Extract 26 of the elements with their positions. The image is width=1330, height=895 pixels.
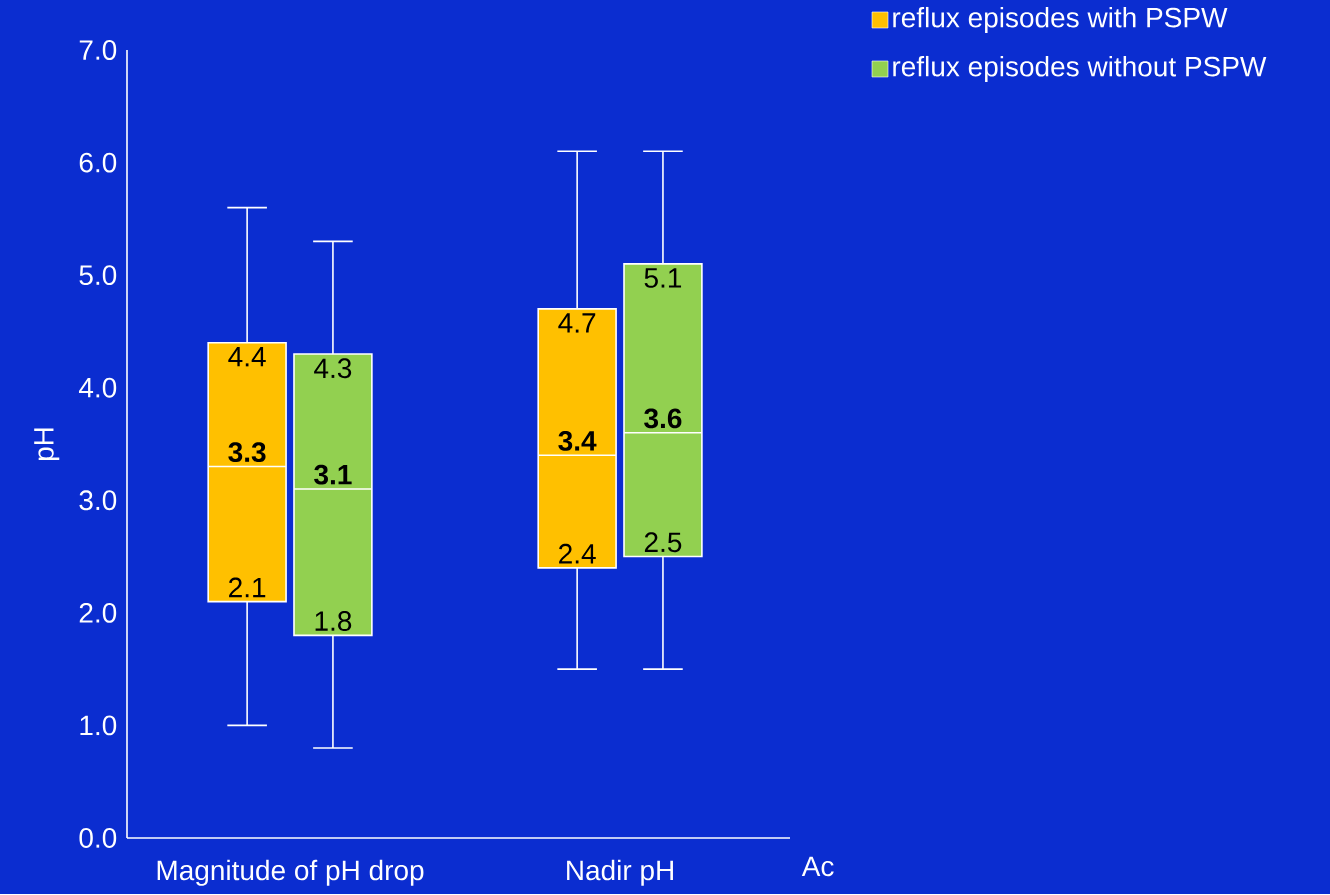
x-tick-label: Nadir pH xyxy=(567,859,673,886)
y-tick-label: 1.0 xyxy=(80,715,117,736)
y-tick-label: 6.0 xyxy=(79,152,117,173)
y-tick-label: 2.0 xyxy=(79,602,117,623)
x-tick-label: Magnitude of pH drop xyxy=(157,859,424,886)
text: Ac xyxy=(801,856,834,877)
annotation: 4.7 xyxy=(558,313,596,333)
annotation: 5.1 xyxy=(644,268,682,288)
y-axis-title: pH xyxy=(34,428,60,460)
y-tick-label: 3.0 xyxy=(79,490,117,511)
y-tick-label: 7.0 xyxy=(79,39,117,60)
legend-label: reflux episodes with PSPW xyxy=(893,6,1228,33)
y-tick-label: 5.0 xyxy=(79,265,117,285)
annotation: 4.3 xyxy=(314,358,352,379)
annotation: 2.1 xyxy=(229,577,266,598)
y-tick-label: 0.0 xyxy=(79,827,117,848)
annotation: 4.4 xyxy=(228,347,266,367)
annotation: 1.8 xyxy=(315,611,352,631)
annotation: 2.4 xyxy=(559,543,596,564)
annotation: 3.6 xyxy=(644,408,682,429)
legend-label: reflux episodes without PSPW xyxy=(893,55,1267,82)
annotation: 2.5 xyxy=(644,532,682,553)
annotation: 3.4 xyxy=(558,430,597,451)
annotation: 3.1 xyxy=(314,464,352,485)
annotation: 3.3 xyxy=(228,442,266,463)
y-tick-label: 4.0 xyxy=(78,377,117,398)
